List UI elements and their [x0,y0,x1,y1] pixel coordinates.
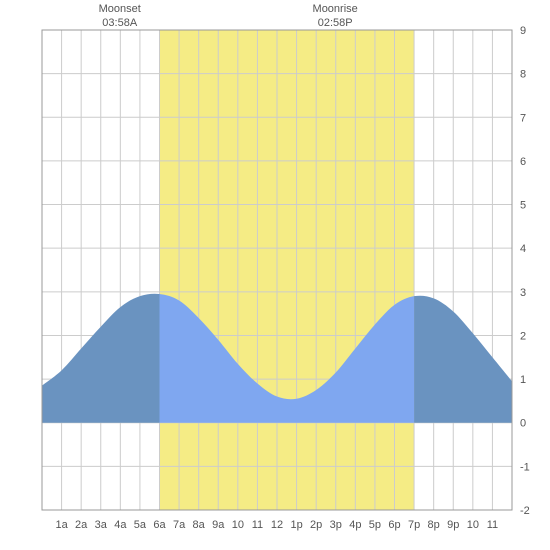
svg-text:3p: 3p [330,519,342,531]
svg-text:6: 6 [520,156,526,168]
svg-text:8p: 8p [428,519,440,531]
svg-text:7p: 7p [408,519,420,531]
moonrise-title: Moonrise [305,2,365,16]
svg-text:9a: 9a [212,519,225,531]
svg-text:8: 8 [520,69,526,81]
svg-text:11: 11 [252,519,263,531]
svg-text:11: 11 [487,519,498,531]
svg-text:6p: 6p [388,519,400,531]
svg-text:4p: 4p [349,519,361,531]
svg-text:2: 2 [520,330,526,342]
svg-text:3: 3 [520,287,526,299]
svg-text:12: 12 [271,519,283,531]
svg-text:3a: 3a [95,519,108,531]
svg-text:1a: 1a [55,519,68,531]
svg-text:4a: 4a [114,519,127,531]
svg-text:6a: 6a [153,519,166,531]
moonset-title: Moonset [90,2,150,16]
svg-text:-1: -1 [520,461,530,473]
moonset-time: 03:58A [90,16,150,30]
svg-text:1: 1 [520,374,526,386]
svg-text:1p: 1p [290,519,302,531]
svg-text:0: 0 [520,418,526,430]
svg-text:2p: 2p [310,519,322,531]
svg-text:4: 4 [520,243,526,255]
svg-text:-2: -2 [520,505,530,517]
svg-text:10: 10 [232,519,244,531]
moonrise-time: 02:58P [305,16,365,30]
svg-text:5: 5 [520,200,526,212]
svg-text:9: 9 [520,25,526,37]
svg-text:5p: 5p [369,519,381,531]
svg-text:5a: 5a [134,519,147,531]
chart-svg: -2-101234567891a2a3a4a5a6a7a8a9a1011121p… [0,0,550,550]
svg-text:8a: 8a [193,519,206,531]
svg-text:2a: 2a [75,519,88,531]
tide-chart: Moonset 03:58A Moonrise 02:58P -2-101234… [0,0,550,550]
moonrise-label: Moonrise 02:58P [305,2,365,31]
svg-text:7: 7 [520,112,526,124]
svg-text:10: 10 [467,519,479,531]
svg-text:9p: 9p [447,519,459,531]
svg-text:7a: 7a [173,519,186,531]
moonset-label: Moonset 03:58A [90,2,150,31]
